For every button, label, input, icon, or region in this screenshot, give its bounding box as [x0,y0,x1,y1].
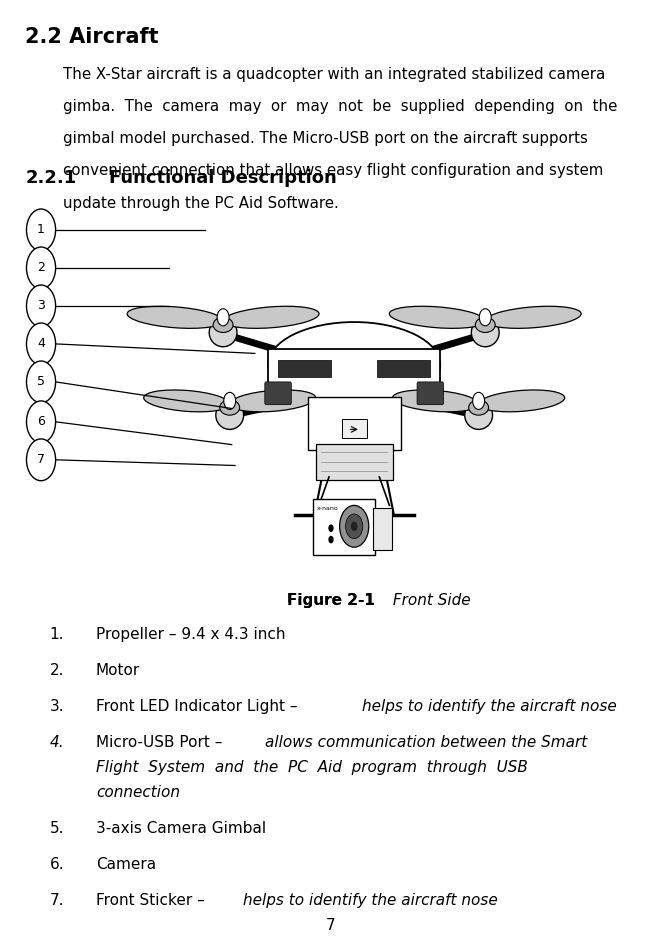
Ellipse shape [268,322,440,408]
Ellipse shape [485,306,581,329]
Circle shape [473,392,485,409]
Circle shape [351,522,357,531]
Text: 2.2 Aircraft: 2.2 Aircraft [25,27,159,47]
Text: 3-axis Camera Gimbal: 3-axis Camera Gimbal [96,821,266,836]
Ellipse shape [475,317,495,332]
Text: 6: 6 [37,415,45,428]
Text: Micro-USB Port –: Micro-USB Port – [96,735,227,751]
Text: 7.: 7. [50,893,64,908]
Circle shape [328,524,334,532]
Text: 7: 7 [326,918,336,933]
Ellipse shape [213,317,233,332]
FancyBboxPatch shape [377,360,430,377]
Ellipse shape [469,400,489,415]
Text: Front Side: Front Side [388,593,470,608]
Ellipse shape [479,390,565,411]
Text: gimba.  The  camera  may  or  may  not  be  supplied  depending  on  the: gimba. The camera may or may not be supp… [63,99,617,114]
Text: helps to identify the aircraft nose: helps to identify the aircraft nose [242,893,497,908]
Text: allows communication between the Smart: allows communication between the Smart [265,735,588,751]
Text: 2: 2 [37,261,45,275]
Ellipse shape [127,306,223,329]
Circle shape [26,247,56,289]
Text: helps to identify the aircraft nose: helps to identify the aircraft nose [362,699,617,714]
Ellipse shape [230,390,316,411]
FancyBboxPatch shape [342,419,367,438]
Text: 4.: 4. [50,735,64,751]
Circle shape [224,392,236,409]
Circle shape [26,361,56,403]
Text: gimbal model purchased. The Micro-USB port on the aircraft supports: gimbal model purchased. The Micro-USB po… [63,131,588,146]
Text: Figure 2-1: Figure 2-1 [287,593,375,608]
Text: 7: 7 [37,453,45,466]
Text: Figure 2-1: Figure 2-1 [256,593,406,608]
Text: 5.: 5. [50,821,64,836]
Ellipse shape [471,318,499,347]
Circle shape [26,439,56,481]
Text: Flight  System  and  the  PC  Aid  program  through  USB: Flight System and the PC Aid program thr… [96,760,528,775]
Circle shape [479,309,491,326]
Ellipse shape [465,401,493,429]
Ellipse shape [389,306,485,329]
Text: Front LED Indicator Light –: Front LED Indicator Light – [96,699,303,714]
Ellipse shape [393,390,479,411]
Ellipse shape [223,306,319,329]
Text: convenient connection that allows easy flight configuration and system: convenient connection that allows easy f… [63,163,603,179]
Circle shape [340,505,369,547]
Text: Front Sticker –: Front Sticker – [96,893,210,908]
Text: 5: 5 [37,375,45,389]
FancyBboxPatch shape [417,382,444,405]
Text: Motor: Motor [96,663,140,678]
Text: 1.: 1. [50,627,64,642]
Circle shape [328,536,334,543]
Text: Functional Description: Functional Description [109,169,337,187]
Circle shape [26,285,56,327]
Text: connection: connection [96,785,180,800]
FancyBboxPatch shape [373,508,392,550]
Circle shape [26,209,56,251]
FancyBboxPatch shape [278,360,331,377]
Text: Camera: Camera [96,857,156,872]
Ellipse shape [220,400,240,415]
FancyBboxPatch shape [308,397,401,450]
Text: 1: 1 [37,223,45,237]
Text: x-nano: x-nano [316,506,338,511]
Text: Figure 2-1: Figure 2-1 [287,593,375,608]
Circle shape [217,309,229,326]
Text: 3.: 3. [50,699,64,714]
Ellipse shape [209,318,237,347]
Circle shape [26,323,56,365]
FancyBboxPatch shape [268,349,440,401]
Text: The X-Star aircraft is a quadcopter with an integrated stabilized camera: The X-Star aircraft is a quadcopter with… [63,66,605,82]
FancyBboxPatch shape [313,499,375,555]
Text: 3: 3 [37,299,45,313]
Text: 2.: 2. [50,663,64,678]
FancyBboxPatch shape [316,444,393,480]
Ellipse shape [144,390,230,411]
Circle shape [346,514,363,539]
Ellipse shape [216,401,244,429]
Text: 6.: 6. [50,857,64,872]
Text: 4: 4 [37,337,45,351]
FancyBboxPatch shape [265,382,291,405]
Text: Propeller – 9.4 x 4.3 inch: Propeller – 9.4 x 4.3 inch [96,627,285,642]
Text: update through the PC Aid Software.: update through the PC Aid Software. [63,196,339,211]
Circle shape [26,401,56,443]
Text: 2.2.1: 2.2.1 [25,169,76,187]
